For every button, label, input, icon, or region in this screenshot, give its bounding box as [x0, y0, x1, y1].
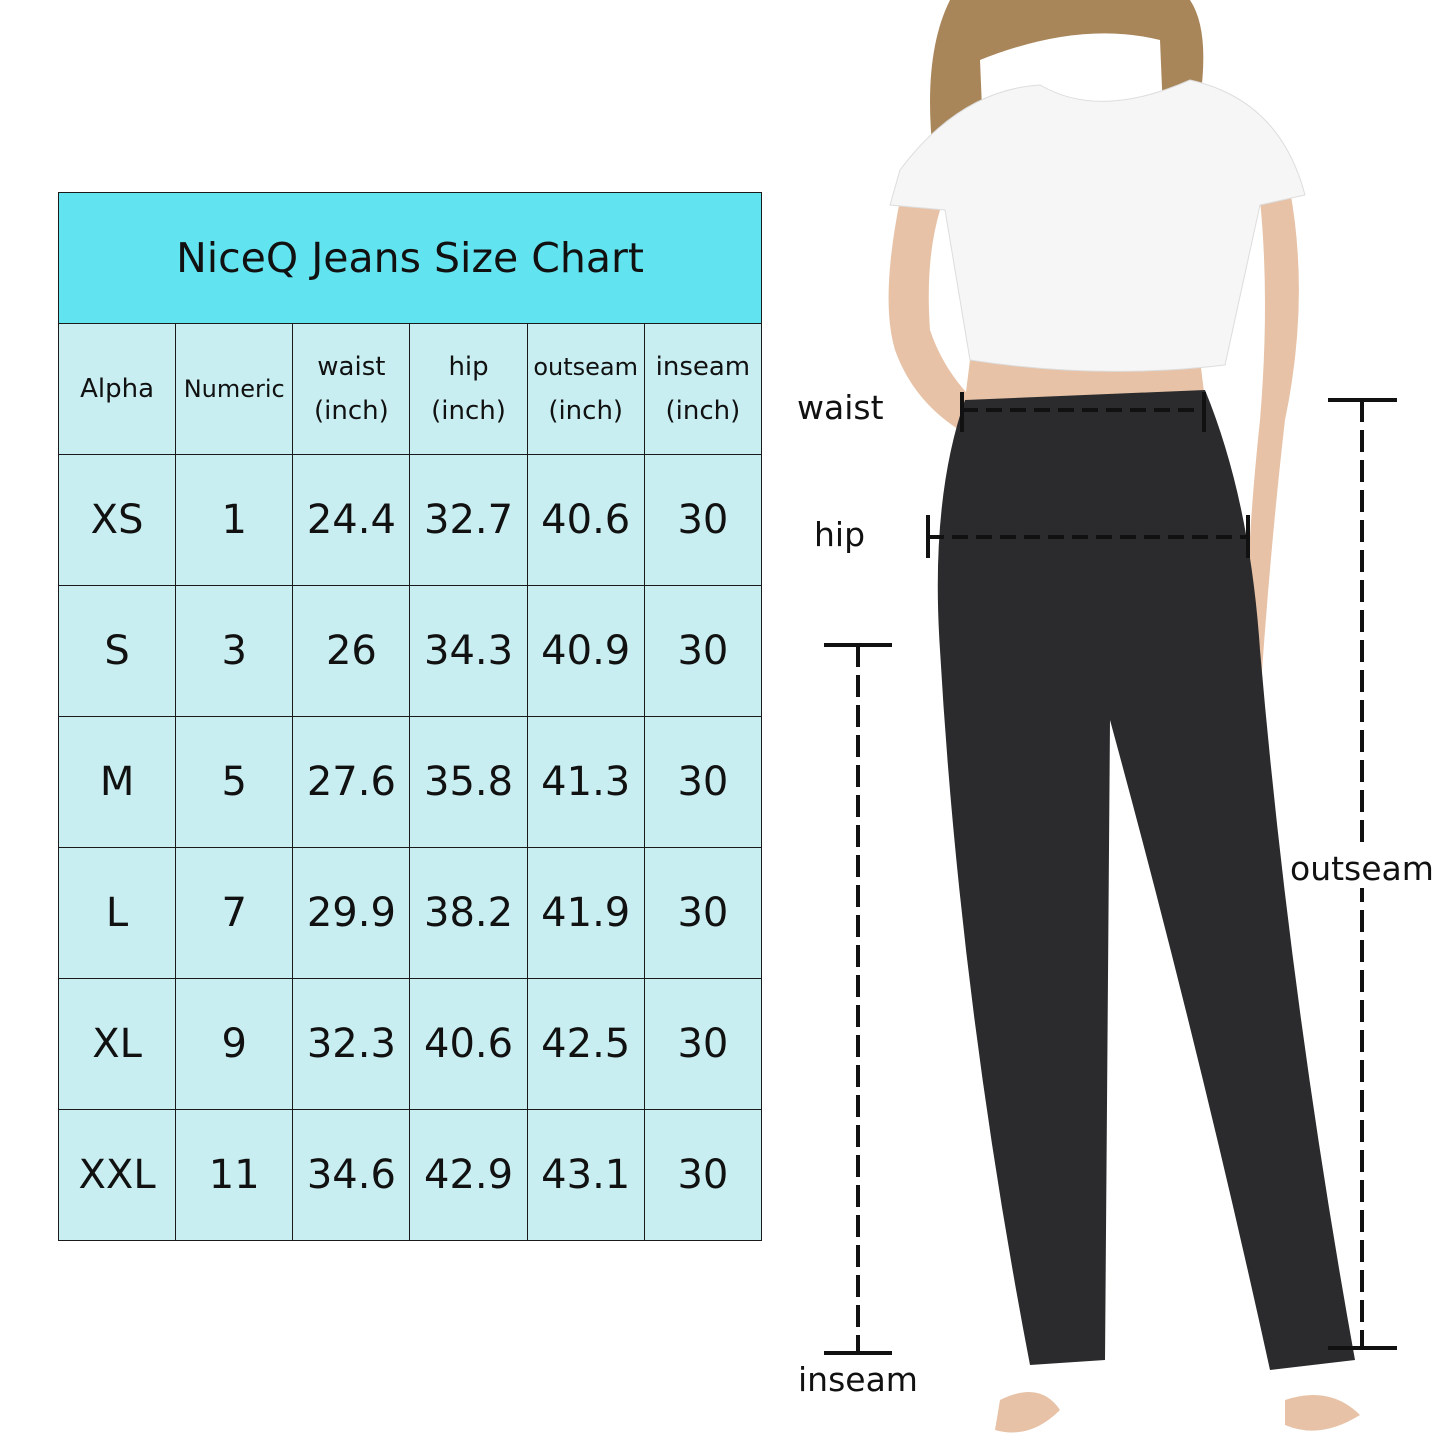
waist-label: waist — [797, 388, 884, 427]
table-row: XS 1 24.4 32.7 40.6 30 — [57, 454, 763, 586]
table-cell: 30 — [643, 1109, 763, 1241]
table-cell: 1 — [175, 454, 294, 586]
table-cell: 32.7 — [409, 454, 528, 586]
table-cell: 30 — [643, 978, 763, 1110]
header-inseam: inseam (inch) — [643, 323, 763, 455]
table-cell: 41.3 — [526, 716, 645, 848]
table-cell: S — [57, 585, 177, 717]
table-cell: 35.8 — [409, 716, 528, 848]
table-cell: 32.3 — [292, 978, 411, 1110]
table-cell: 34.3 — [409, 585, 528, 717]
outseam-label: outseam — [1290, 849, 1434, 888]
table-row: XXL 11 34.6 42.9 43.1 30 — [57, 1109, 763, 1241]
table-cell: 42.5 — [526, 978, 645, 1110]
waist-measure-line — [960, 392, 1206, 432]
table-cell: 30 — [643, 716, 763, 848]
header-numeric: Numeric — [175, 323, 294, 455]
table-cell: L — [57, 847, 177, 979]
table-row: XL 9 32.3 40.6 42.5 30 — [57, 978, 763, 1110]
table-cell: 7 — [175, 847, 294, 979]
table-cell: 40.6 — [409, 978, 528, 1110]
table-cell: 11 — [175, 1109, 294, 1241]
chart-title: NiceQ Jeans Size Chart — [58, 192, 762, 324]
table-cell: 26 — [292, 585, 411, 717]
table-cell: 40.6 — [526, 454, 645, 586]
table-row: L 7 29.9 38.2 41.9 30 — [57, 847, 763, 979]
size-chart-table: NiceQ Jeans Size Chart Alpha Numeric wai… — [57, 192, 763, 1241]
table-cell: XL — [57, 978, 177, 1110]
table-cell: 43.1 — [526, 1109, 645, 1241]
table-cell: 3 — [175, 585, 294, 717]
table-cell: XXL — [57, 1109, 177, 1241]
header-waist: waist (inch) — [292, 323, 411, 455]
table-cell: 34.6 — [292, 1109, 411, 1241]
hip-measure-line — [926, 515, 1250, 558]
table-cell: 30 — [643, 847, 763, 979]
table-cell: M — [57, 716, 177, 848]
model-photo — [824, 0, 1397, 1433]
outseam-measure-line — [1328, 398, 1397, 1350]
header-outseam: outseam (inch) — [526, 323, 645, 455]
table-cell: 30 — [643, 454, 763, 586]
table-cell: 29.9 — [292, 847, 411, 979]
header-hip: hip (inch) — [409, 323, 528, 455]
table-row: S 3 26 34.3 40.9 30 — [57, 585, 763, 717]
inseam-label: inseam — [798, 1360, 918, 1399]
table-cell: 40.9 — [526, 585, 645, 717]
table-cell: 41.9 — [526, 847, 645, 979]
table-cell: 27.6 — [292, 716, 411, 848]
hip-label: hip — [814, 515, 866, 554]
table-cell: XS — [57, 454, 177, 586]
table-cell: 9 — [175, 978, 294, 1110]
table-cell: 30 — [643, 585, 763, 717]
table-row: M 5 27.6 35.8 41.3 30 — [57, 716, 763, 848]
inseam-measure-line — [824, 643, 892, 1355]
header-row: Alpha Numeric waist (inch) hip (inch) outs… — [57, 323, 763, 455]
table-cell: 38.2 — [409, 847, 528, 979]
header-alpha: Alpha — [57, 323, 177, 455]
table-cell: 5 — [175, 716, 294, 848]
table-cell: 42.9 — [409, 1109, 528, 1241]
table-cell: 24.4 — [292, 454, 411, 586]
